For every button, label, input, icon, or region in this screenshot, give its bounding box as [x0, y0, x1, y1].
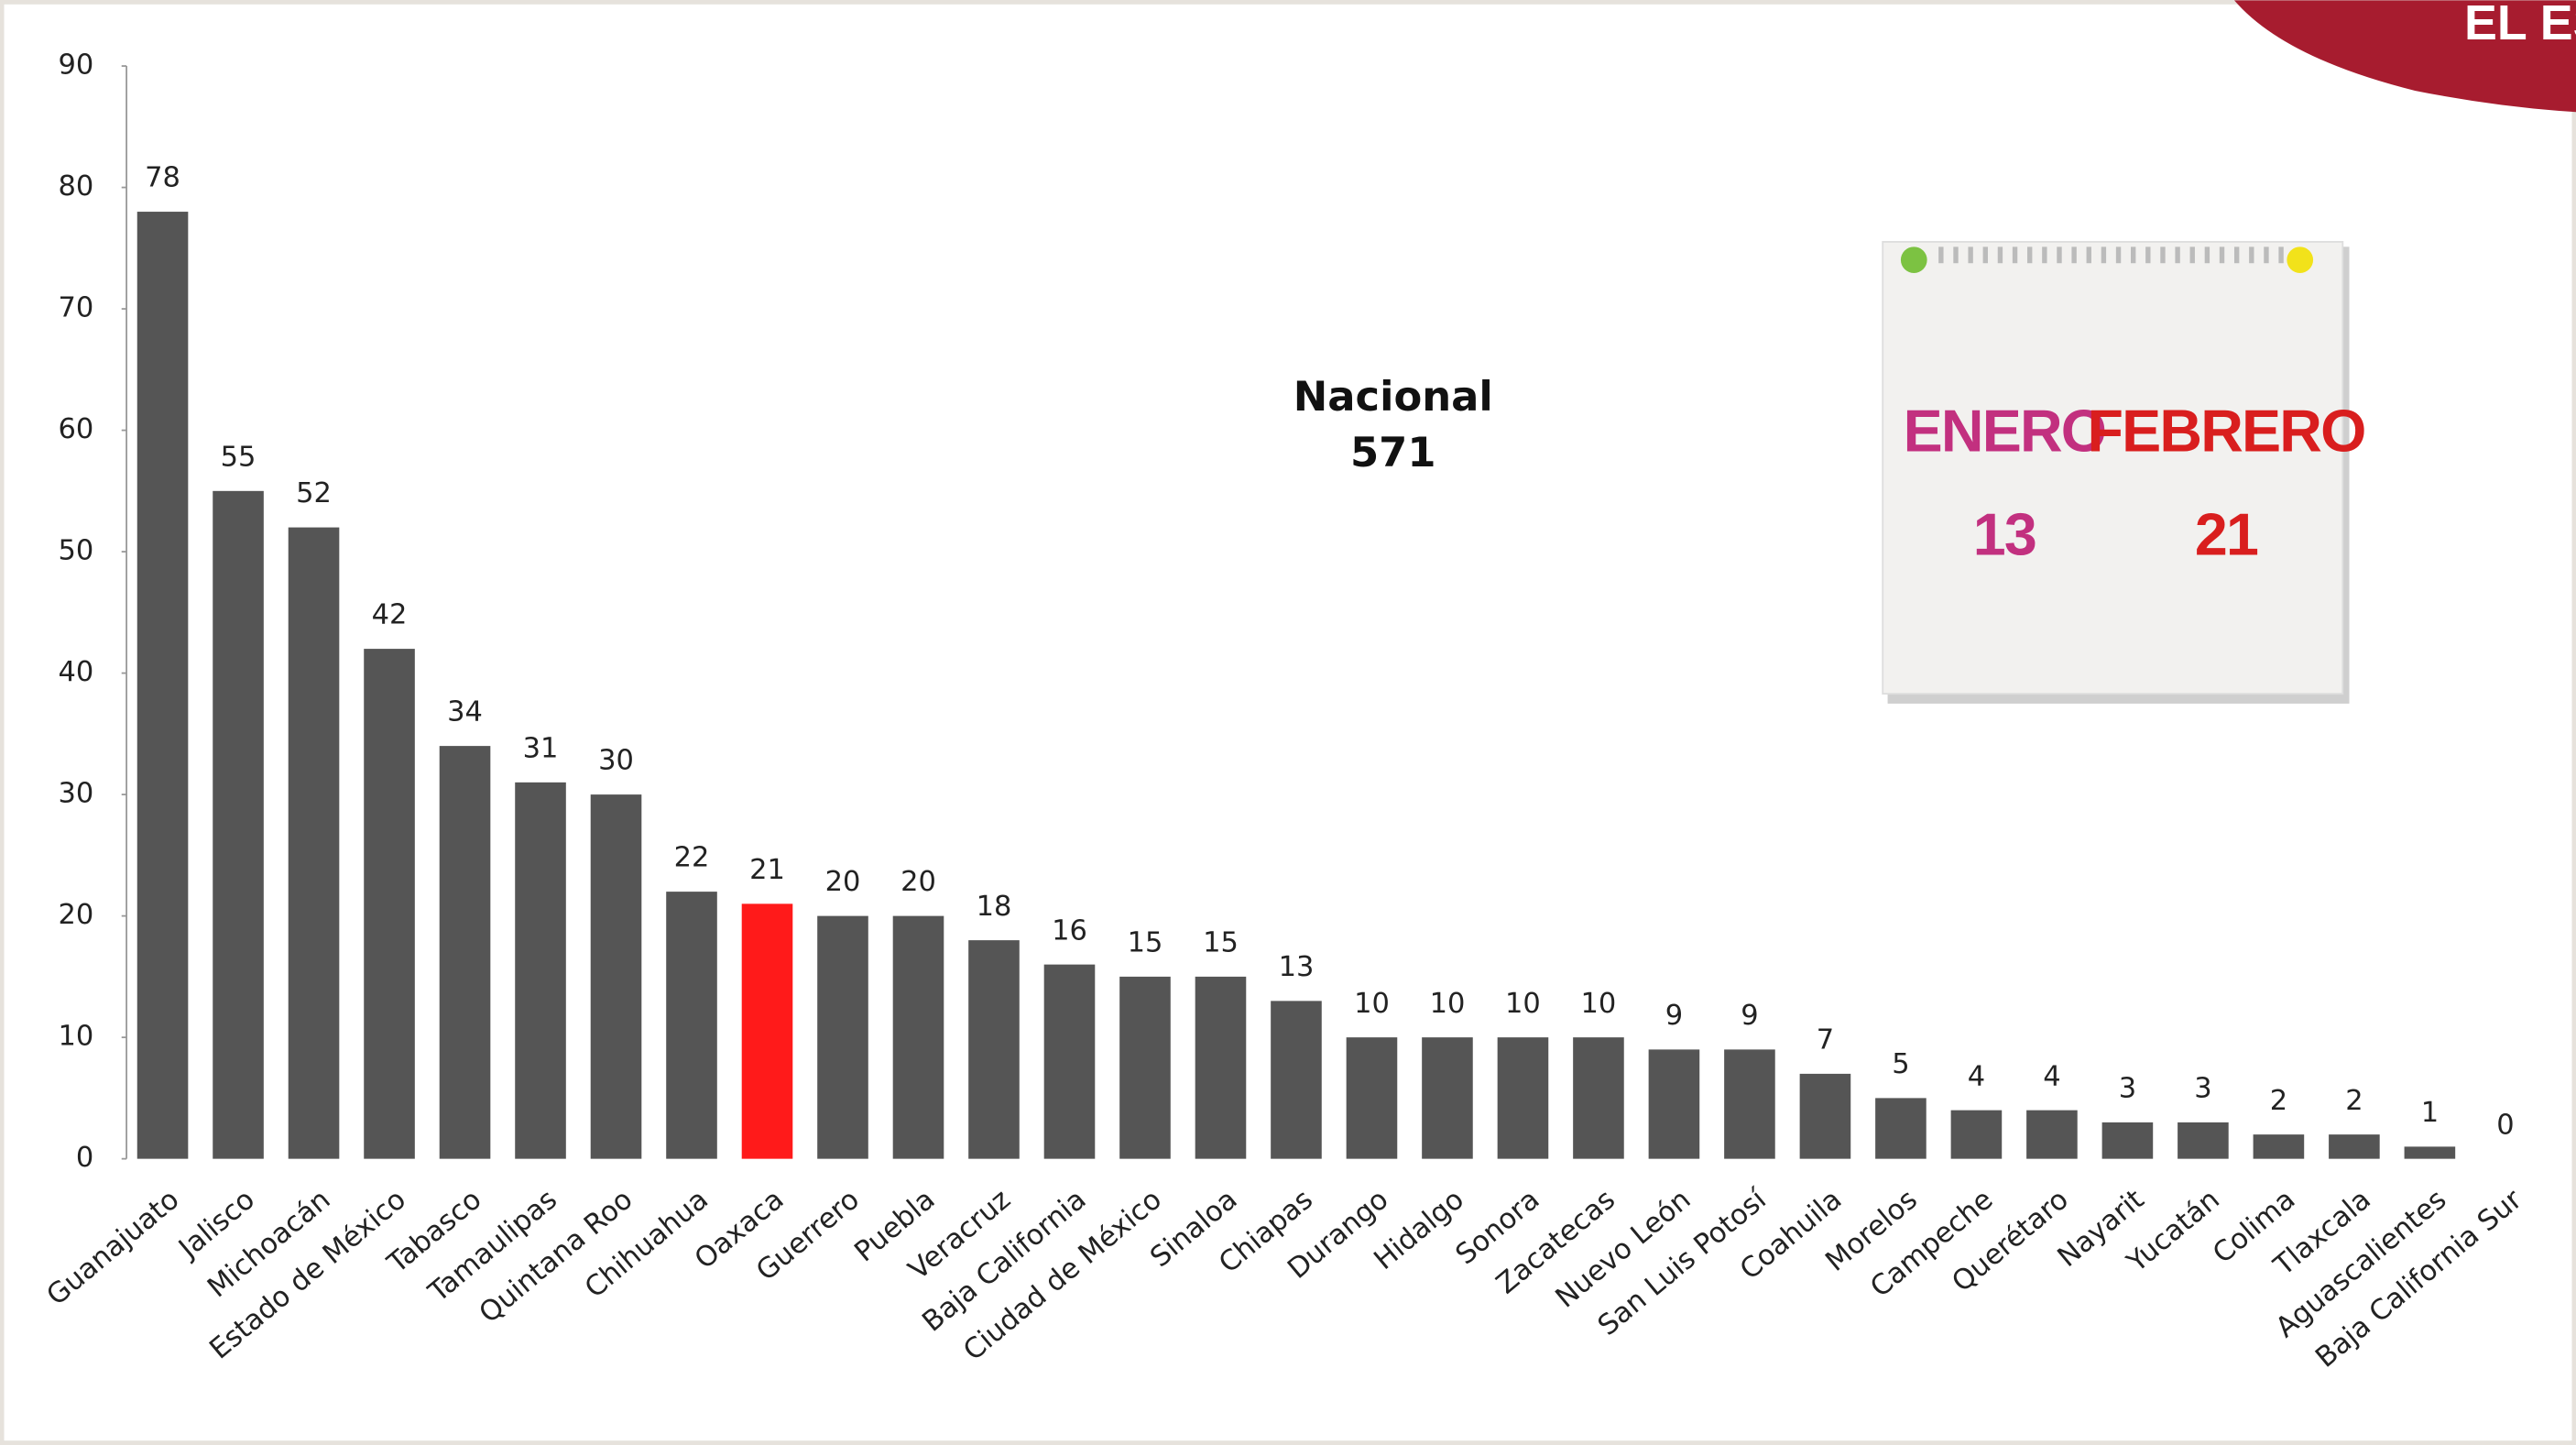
bar: [1044, 965, 1096, 1159]
pin: [1901, 246, 1927, 273]
y-tick-label: 30: [58, 778, 93, 810]
bar: [1875, 1098, 1927, 1158]
bar: [817, 916, 868, 1159]
y-tick-label: 40: [58, 656, 93, 688]
bar: [591, 794, 642, 1159]
value-label: 10: [1354, 988, 1390, 1020]
y-tick-label: 10: [58, 1021, 93, 1053]
bar: [2178, 1122, 2229, 1159]
bar: [440, 746, 491, 1159]
value-label: 15: [1203, 927, 1239, 959]
value-label: 2: [2270, 1085, 2287, 1117]
bar: [1724, 1049, 1775, 1158]
value-label: 4: [2043, 1060, 2060, 1092]
bar: [515, 783, 566, 1159]
bar: [742, 903, 793, 1158]
bar: [289, 528, 340, 1159]
value-label: 1: [2421, 1097, 2439, 1129]
y-tick-label: 80: [58, 170, 93, 203]
bar: [2026, 1111, 2078, 1159]
value-label: 10: [1505, 988, 1541, 1020]
bar: [1800, 1074, 1851, 1159]
value-label: 13: [1279, 951, 1315, 983]
value-label: 55: [221, 441, 257, 473]
y-tick-label: 90: [58, 49, 93, 82]
value-label: 15: [1128, 927, 1163, 959]
value-label: 78: [145, 162, 180, 194]
bar: [1271, 1001, 1322, 1158]
bar: [1195, 977, 1247, 1159]
value-label: 42: [372, 599, 408, 631]
value-label: 22: [674, 842, 710, 874]
value-label: 18: [977, 891, 1012, 923]
chart: EL ES Nacional 571 ENERO FEBRERO 13 21 0…: [0, 0, 2576, 1445]
value-label: 30: [598, 745, 634, 777]
month-name: FEBRERO: [2087, 399, 2364, 465]
calendar: ENERO FEBRERO 13 21: [1883, 242, 2364, 704]
month-name: ENERO: [1904, 399, 2106, 465]
chart-title: Nacional: [1293, 372, 1493, 421]
bar: [364, 649, 415, 1159]
bar: [1573, 1037, 1624, 1159]
value-label: 31: [523, 732, 559, 764]
value-label: 0: [2496, 1109, 2514, 1141]
value-label: 5: [1892, 1048, 1909, 1080]
page: EL ES Nacional 571 ENERO FEBRERO 13 21 0…: [0, 0, 2576, 1445]
value-label: 20: [901, 866, 936, 898]
y-tick-label: 50: [58, 535, 93, 567]
value-label: 9: [1665, 1000, 1683, 1032]
y-tick-label: 60: [58, 413, 93, 445]
bar: [2405, 1146, 2456, 1158]
bar: [1119, 977, 1171, 1159]
bar: [1347, 1037, 1398, 1159]
bar: [968, 940, 1020, 1159]
value-label: 2: [2345, 1085, 2363, 1117]
bar: [2102, 1122, 2154, 1159]
bar: [893, 916, 944, 1159]
month-value: 21: [2195, 502, 2258, 568]
value-label: 52: [296, 477, 332, 509]
y-tick-label: 70: [58, 292, 93, 324]
y-tick-label: 20: [58, 899, 93, 931]
chart-subtitle: 571: [1350, 428, 1436, 476]
value-label: 34: [447, 696, 483, 728]
value-label: 10: [1581, 988, 1617, 1020]
pin: [2287, 246, 2313, 273]
bar: [213, 491, 264, 1159]
bar: [1649, 1049, 1700, 1158]
bar: [137, 212, 189, 1159]
y-tick-label: 0: [76, 1142, 93, 1174]
value-label: 3: [2119, 1073, 2136, 1105]
bar: [1498, 1037, 1549, 1159]
calendar-page: [1883, 242, 2342, 694]
value-label: 7: [1817, 1024, 1834, 1056]
value-label: 10: [1430, 988, 1466, 1020]
bar: [666, 892, 717, 1159]
bar: [2329, 1134, 2380, 1159]
corner-text: EL ES: [2464, 0, 2576, 50]
value-label: 16: [1052, 914, 1087, 947]
value-label: 3: [2194, 1073, 2211, 1105]
value-label: 9: [1741, 1000, 1758, 1032]
bar: [1422, 1037, 1473, 1159]
value-label: 4: [1968, 1060, 1985, 1092]
value-label: 21: [749, 854, 785, 886]
bar: [1951, 1111, 2003, 1159]
bar: [2254, 1134, 2305, 1159]
month-value: 13: [1973, 502, 2036, 568]
value-label: 20: [825, 866, 861, 898]
